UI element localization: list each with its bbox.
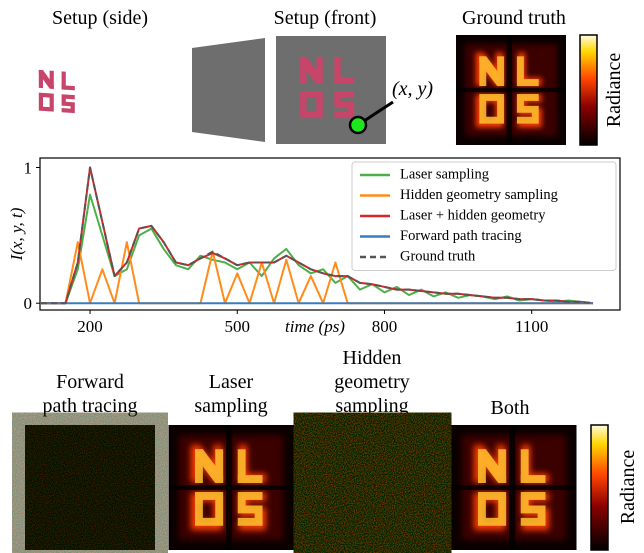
legend-label: Hidden geometry sampling (400, 187, 558, 203)
figure: Setup (side) Setup (front) Ground truth … (0, 0, 644, 553)
panel-title: Setup (front) (274, 7, 377, 29)
panel-title: path tracing (43, 395, 138, 417)
x-tick-label: 1100 (515, 317, 548, 336)
setup-front (192, 36, 393, 144)
panel-title: Forward (56, 371, 124, 393)
x-tick-label: 200 (77, 317, 103, 336)
panel-title: Laser (209, 371, 254, 393)
colorbar (591, 425, 608, 550)
x-tick-label: 800 (372, 317, 398, 336)
laser-image (169, 425, 294, 550)
y-tick-label: 0 (24, 294, 33, 313)
legend-label: Laser + hidden geometry (400, 207, 546, 223)
panel-title: Both (491, 397, 530, 419)
colorbar-label: Radiance (617, 450, 639, 525)
colorbar (580, 35, 597, 145)
hidden-noise (307, 425, 438, 550)
forward-noise (25, 425, 155, 550)
panel-title: Setup (side) (52, 7, 148, 29)
x-tick-label: 500 (225, 317, 251, 336)
panel-title: Hidden (343, 347, 402, 369)
panel-title: Ground truth (462, 7, 566, 29)
x-axis-label: time (ps) (285, 317, 345, 336)
legend-label: Ground truth (400, 248, 476, 264)
chart: 0 1 200 500 800 1100 time (ps) I(x, y, t) Laser … (7, 158, 620, 336)
panel-title: sampling (335, 395, 408, 417)
y-axis-label: I(x, y, t) (7, 207, 26, 261)
y-tick-label: 1 (24, 159, 33, 178)
bottom-labels: Forward path tracing Laser sampling Hidd… (43, 347, 530, 419)
legend-label: Laser sampling (400, 166, 489, 182)
panel-title: sampling (194, 395, 267, 417)
colorbar-label: Radiance (603, 53, 625, 128)
point-label: (x, y) (392, 78, 433, 100)
setup-side (39, 70, 75, 113)
panel-title: geometry (334, 371, 410, 393)
both-image (452, 425, 577, 550)
legend-label: Forward path tracing (400, 228, 522, 244)
ground-truth-image (456, 35, 566, 145)
